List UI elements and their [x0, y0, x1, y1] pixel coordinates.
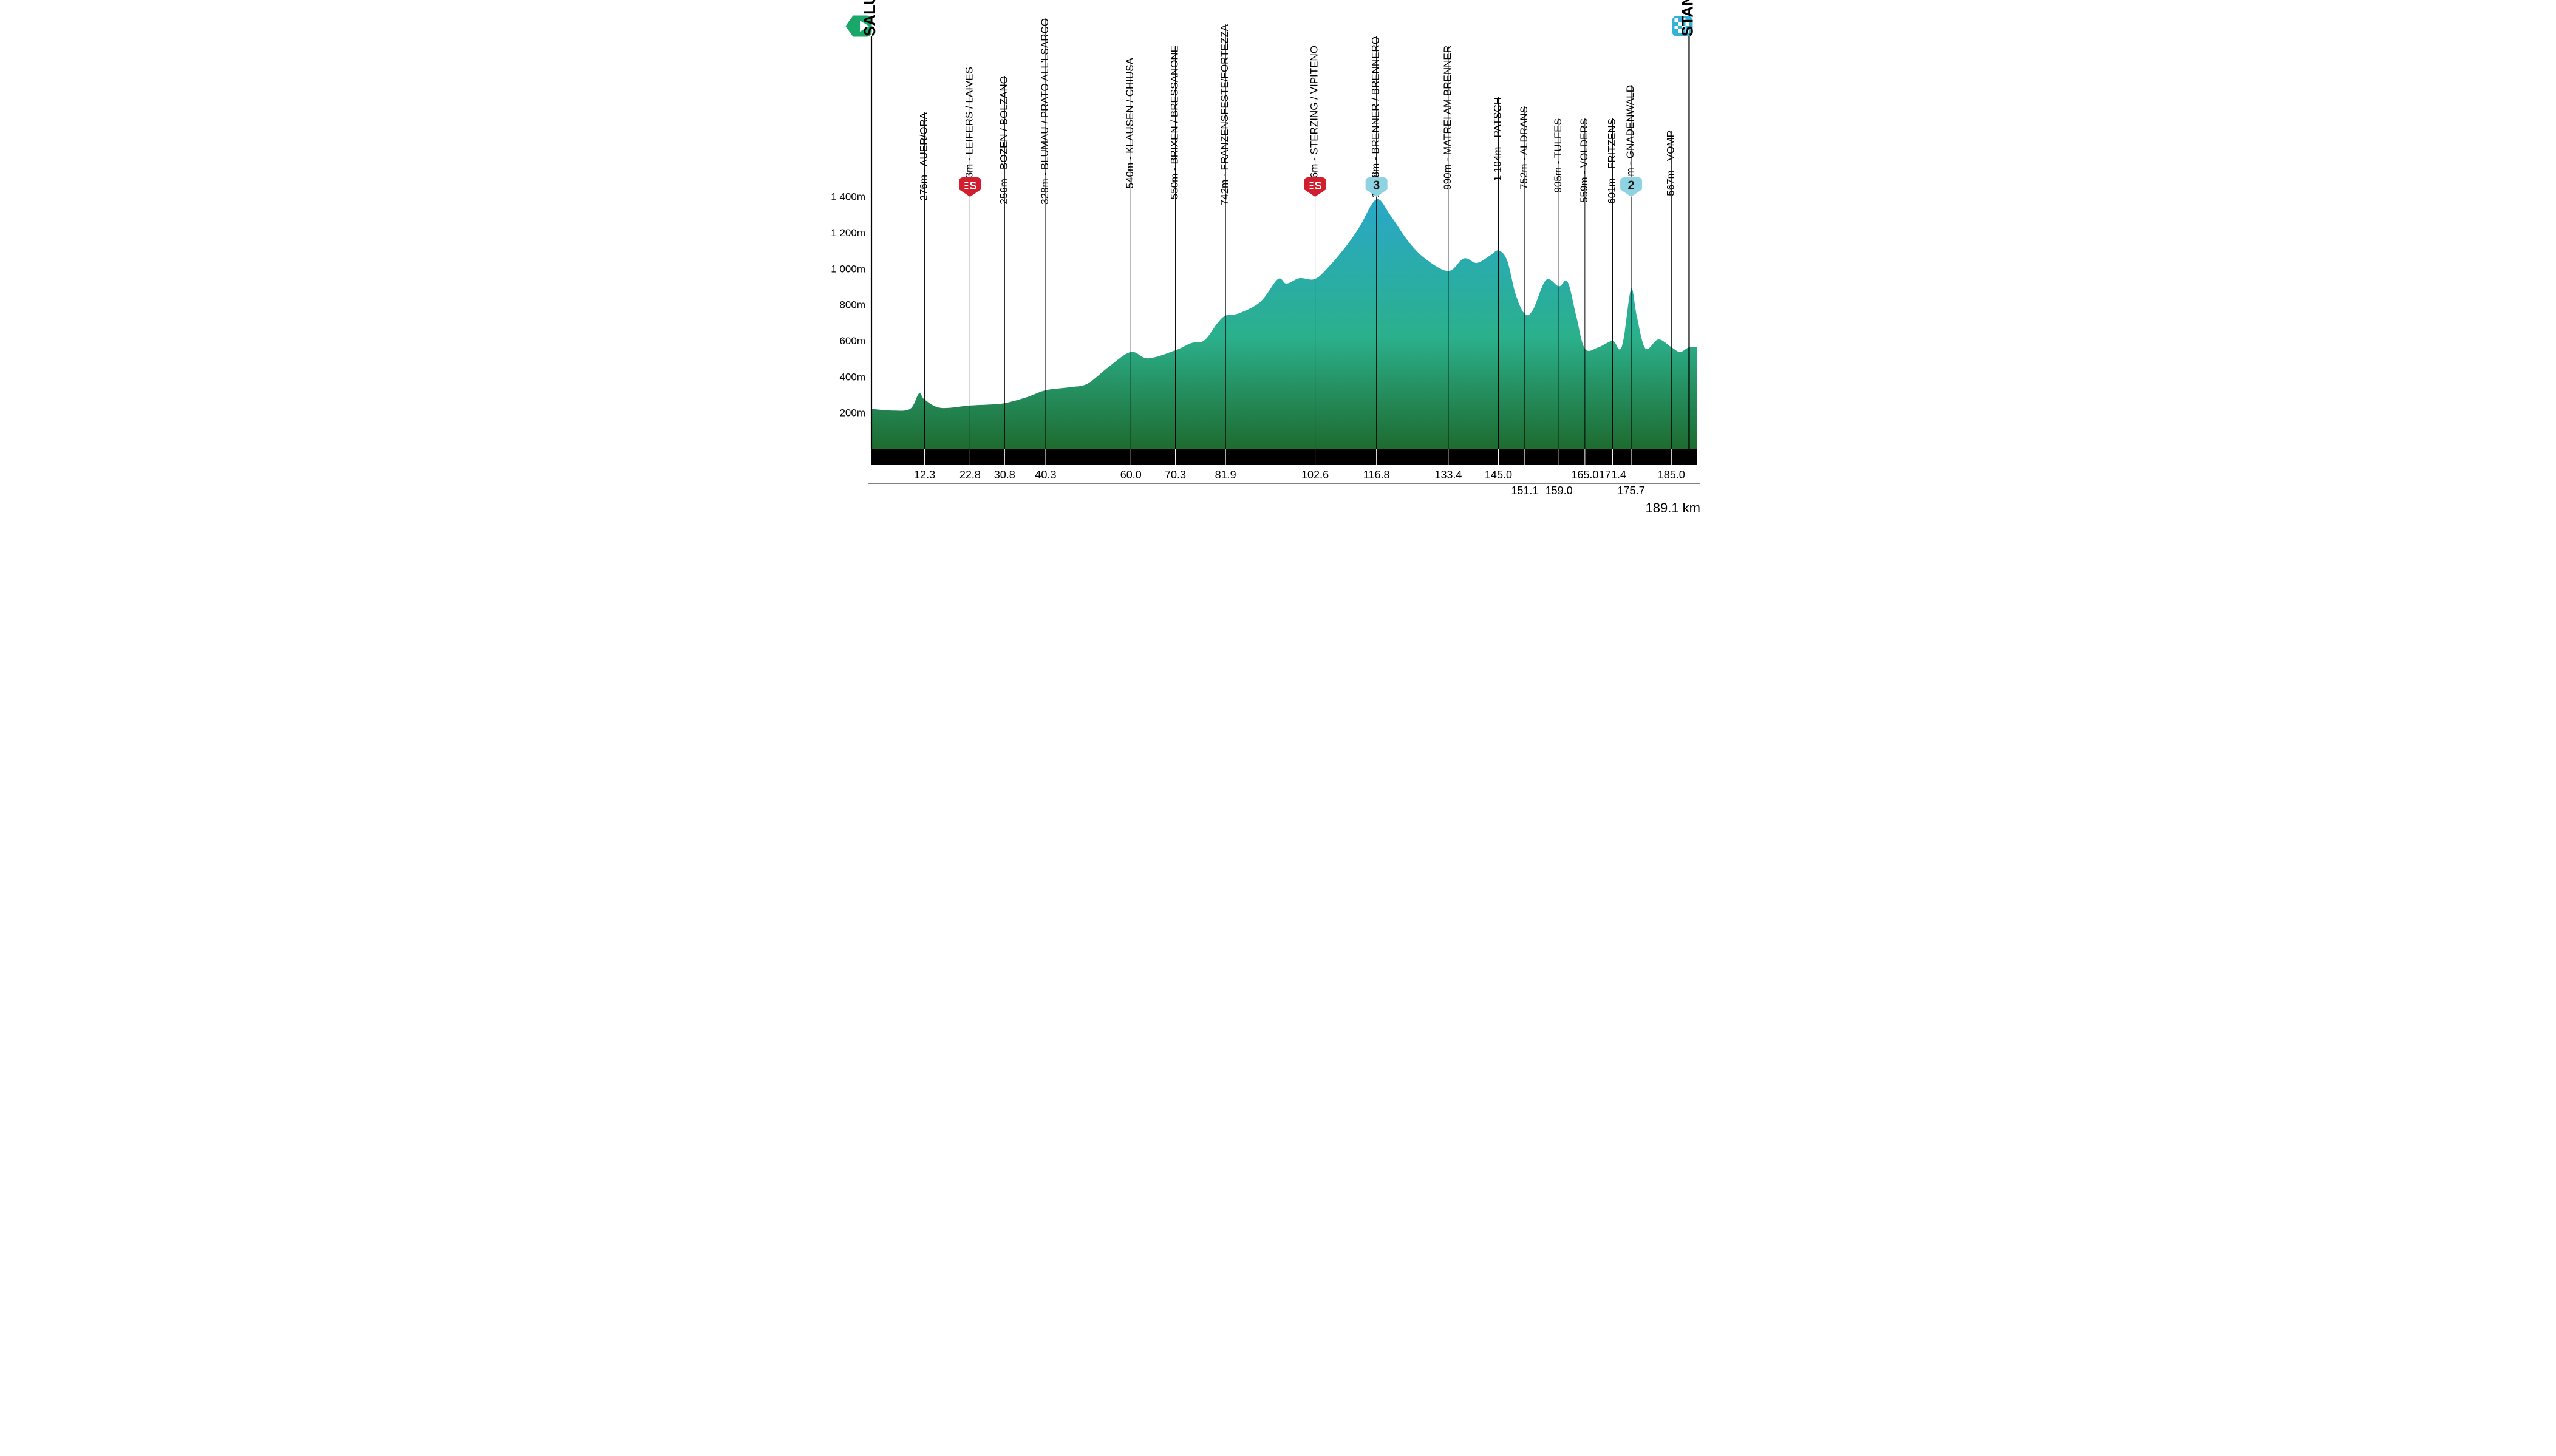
km-labels: 12.3 22.8 30.8 40.3 60.0 70.3 81.9 102.6 116.8 13… — [914, 469, 1685, 497]
y-tick-label: 800m — [839, 299, 865, 311]
km-label: 165.0 — [1571, 469, 1598, 481]
waypoint-label: 946m - STERZING / VIPITENO — [1308, 46, 1320, 189]
svg-text:2: 2 — [1627, 179, 1634, 192]
km-label: 60.0 — [1120, 469, 1141, 481]
km-label: 185.0 — [1657, 469, 1685, 481]
km-label: 30.8 — [993, 469, 1015, 481]
start-name: SALURN/SALORNO — [861, 0, 879, 36]
waypoint-label: 990m - MATREI AM BRENNER — [1441, 46, 1453, 190]
y-tick-label: 1 000m — [831, 263, 865, 274]
waypoint-label: 550m - BRIXEN / BRESSANONE — [1168, 46, 1180, 199]
waypoint-label: 540m - KLAUSEN / CHIUSA — [1124, 57, 1136, 188]
y-tick-label: 600m — [839, 335, 865, 347]
y-tick-label: 1 400m — [831, 191, 865, 203]
km-label: 22.8 — [959, 469, 980, 481]
waypoint-label: 567m - VOMP — [1665, 131, 1676, 196]
km-label: 145.0 — [1484, 469, 1511, 481]
waypoint-label: 328m - BLUMAU / PRATO ALL'LSARCO — [1038, 18, 1050, 205]
svg-text:3: 3 — [1373, 179, 1380, 192]
waypoint-label: 256m - BOZEN / BOLZANO — [998, 76, 1009, 205]
y-tick-label: 1 200m — [831, 227, 865, 239]
y-tick-label: 200m — [839, 407, 865, 419]
svg-text:S: S — [969, 180, 976, 192]
y-axis: 200m 400m 600m 800m 1 000m 1 200m 1 400m — [831, 191, 865, 419]
elevation-area — [871, 199, 1697, 449]
waypoint-label: 752m - ALDRANS — [1518, 106, 1529, 189]
base-black-band — [871, 449, 1697, 465]
km-label: 40.3 — [1035, 469, 1056, 481]
km-label: 159.0 — [1545, 485, 1572, 497]
km-label: 171.4 — [1598, 469, 1626, 481]
waypoint-label: 905m - TULFES — [1552, 118, 1564, 193]
waypoint-label: 243m - LEIFERS / LAIVES — [963, 67, 975, 189]
flag-cat-2: 2 — [1620, 177, 1642, 197]
km-label: 70.3 — [1165, 469, 1186, 481]
flag-sprint: S — [959, 177, 981, 197]
km-label: 151.1 — [1511, 485, 1538, 497]
km-label: 116.8 — [1363, 469, 1389, 481]
flag-cat-3: 3 — [1365, 177, 1387, 197]
km-label: 12.3 — [914, 469, 935, 481]
flag-sprint: S — [1304, 177, 1326, 197]
elevation-profile-chart: 200m 400m 600m 800m 1 000m 1 200m 1 400m 12.3 2… — [823, 0, 1734, 522]
km-label: 175.7 — [1617, 485, 1644, 497]
finish-name: STANS — [1678, 0, 1696, 36]
svg-text:S: S — [1314, 180, 1321, 192]
waypoint-label: 1 104m - PATSCH — [1491, 97, 1503, 181]
waypoint-labels: 276m - AUER/ORA243m - LEIFERS / LAIVES25… — [918, 18, 1676, 205]
waypoint-label: 1 388m - BRENNER / BRENNERO — [1369, 36, 1381, 197]
km-label: 81.9 — [1215, 469, 1236, 481]
km-label: 133.4 — [1434, 469, 1462, 481]
y-tick-label: 400m — [839, 371, 865, 383]
waypoint-label: 742m - FRANZENSFESTE/FORTEZZA — [1219, 24, 1230, 205]
waypoint-label: 559m - VOLDERS — [1578, 118, 1589, 203]
total-distance-label: 189.1 km — [1645, 500, 1700, 515]
waypoint-label: 276m - AUER/ORA — [918, 112, 929, 200]
elevation-fill — [871, 199, 1697, 449]
km-label: 102.6 — [1301, 469, 1329, 481]
waypoint-label: 601m - FRITZENS — [1606, 118, 1617, 204]
